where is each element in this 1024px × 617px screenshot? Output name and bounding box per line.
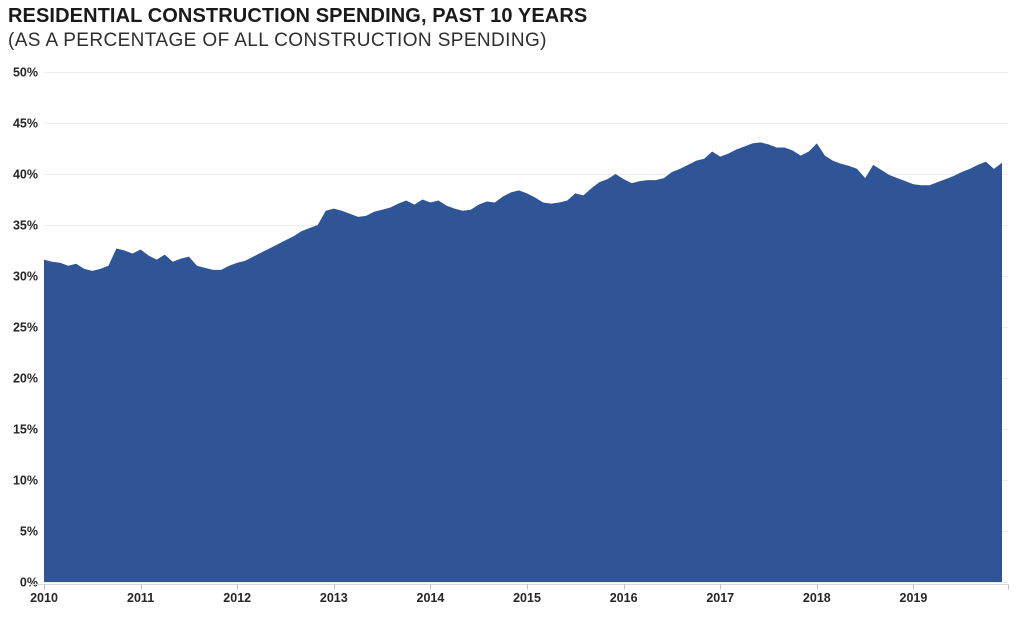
y-axis-label: 35% xyxy=(13,219,38,233)
x-axis-label: 2014 xyxy=(417,591,445,605)
y-axis-label: 40% xyxy=(13,168,38,182)
y-axis-label: 5% xyxy=(20,525,38,539)
x-axis-label: 2017 xyxy=(706,591,734,605)
y-axis-label: 20% xyxy=(13,372,38,386)
chart-title: RESIDENTIAL CONSTRUCTION SPENDING, PAST … xyxy=(8,5,588,27)
x-axis-label: 2016 xyxy=(610,591,638,605)
y-axis-label: 0% xyxy=(20,576,38,590)
x-axis-label: 2013 xyxy=(320,591,348,605)
x-axis-label: 2019 xyxy=(900,591,928,605)
y-axis-label: 10% xyxy=(13,474,38,488)
y-axis-label: 50% xyxy=(13,66,38,80)
y-axis-label: 25% xyxy=(13,321,38,335)
x-axis-label: 2015 xyxy=(513,591,541,605)
y-axis-label: 45% xyxy=(13,117,38,131)
y-axis-label: 15% xyxy=(13,423,38,437)
x-axis-label: 2012 xyxy=(223,591,251,605)
chart-subtitle: (AS A PERCENTAGE OF ALL CONSTRUCTION SPE… xyxy=(8,30,547,51)
x-axis-label: 2010 xyxy=(30,591,58,605)
x-axis-label: 2018 xyxy=(803,591,831,605)
area-series xyxy=(44,142,1002,582)
y-axis-label: 30% xyxy=(13,270,38,284)
x-axis-label: 2011 xyxy=(127,591,154,605)
